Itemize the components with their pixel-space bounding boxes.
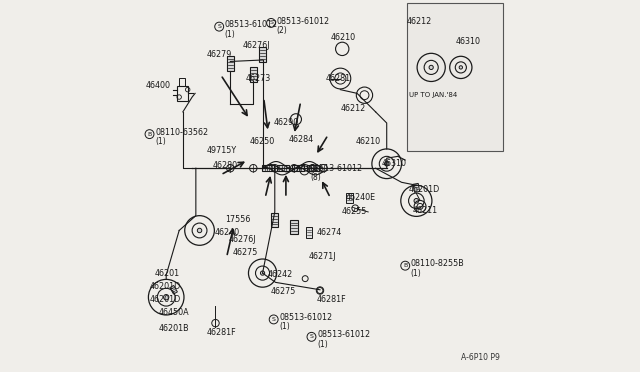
Text: 46211: 46211	[413, 206, 438, 215]
Circle shape	[197, 228, 202, 233]
Text: 49715Y: 49715Y	[207, 146, 237, 155]
Bar	[407, 3, 504, 151]
Text: 46276J: 46276J	[242, 41, 269, 50]
Text: 46201D: 46201D	[409, 185, 440, 194]
Text: (1): (1)	[411, 269, 422, 278]
Bar	[170, 285, 177, 294]
Text: S: S	[310, 334, 314, 339]
Text: 46450A: 46450A	[159, 308, 189, 317]
Text: 46310: 46310	[455, 37, 480, 46]
Text: S: S	[217, 24, 221, 29]
Text: S: S	[269, 20, 273, 25]
Circle shape	[414, 199, 419, 203]
Text: 46274: 46274	[316, 228, 342, 237]
Bar	[346, 193, 353, 203]
Text: 46310: 46310	[381, 159, 406, 168]
Circle shape	[260, 271, 265, 275]
Text: 17556: 17556	[225, 215, 251, 224]
Circle shape	[459, 66, 463, 69]
Text: 08110-63562: 08110-63562	[155, 128, 208, 137]
Text: 08513-61012: 08513-61012	[279, 313, 332, 322]
Bar	[291, 220, 298, 234]
Text: 46210: 46210	[331, 33, 356, 42]
Text: 46240: 46240	[214, 228, 239, 237]
Text: 46250: 46250	[250, 137, 275, 146]
Text: 46279: 46279	[207, 50, 232, 59]
Bar	[413, 183, 420, 192]
Text: A-6P10 P9: A-6P10 P9	[461, 353, 500, 362]
Text: 46240E: 46240E	[346, 193, 376, 202]
Text: (8): (8)	[310, 173, 321, 182]
Bar	[306, 227, 312, 238]
Bar	[262, 165, 274, 171]
Text: 46271J: 46271J	[308, 252, 335, 261]
Text: 46210: 46210	[355, 137, 380, 146]
Circle shape	[385, 161, 389, 166]
Circle shape	[164, 295, 169, 300]
Text: 08513-61012: 08513-61012	[276, 17, 330, 26]
Bar	[227, 56, 234, 71]
Text: 46281F: 46281F	[207, 328, 237, 337]
Circle shape	[429, 65, 433, 70]
Bar	[179, 78, 185, 86]
Text: 46400: 46400	[146, 81, 171, 90]
Text: 08513-61012: 08513-61012	[310, 164, 363, 173]
Text: 46284: 46284	[289, 135, 314, 144]
Text: 46255: 46255	[342, 208, 367, 217]
Text: 08513-61012: 08513-61012	[225, 20, 278, 29]
Text: 46281: 46281	[326, 74, 351, 83]
Text: (1): (1)	[155, 137, 166, 146]
Text: 46212: 46212	[407, 17, 433, 26]
Bar	[292, 165, 304, 171]
Text: 46201: 46201	[155, 269, 180, 278]
Text: 46290: 46290	[274, 119, 299, 128]
Bar	[259, 47, 266, 62]
Bar	[307, 165, 319, 171]
Text: 46201D: 46201D	[150, 295, 180, 304]
Text: 46275: 46275	[233, 248, 259, 257]
Text: 46201B: 46201B	[159, 324, 189, 333]
Bar	[271, 213, 278, 227]
Text: 46201D: 46201D	[150, 282, 180, 291]
Text: (2): (2)	[276, 26, 287, 35]
Text: 46276J: 46276J	[228, 235, 256, 244]
Text: (1): (1)	[225, 29, 236, 39]
Text: 46212: 46212	[340, 104, 365, 113]
Text: 08110-8255B: 08110-8255B	[411, 259, 465, 268]
Bar	[250, 67, 257, 82]
Text: 08513-61012: 08513-61012	[317, 330, 370, 340]
Text: 46275: 46275	[271, 287, 296, 296]
Bar	[177, 86, 188, 101]
Text: S: S	[303, 168, 307, 173]
Text: 46273: 46273	[246, 74, 271, 83]
Text: 46242: 46242	[268, 270, 293, 279]
Text: B: B	[147, 132, 152, 137]
Text: S: S	[272, 317, 276, 322]
Text: UP TO JAN.'84: UP TO JAN.'84	[409, 92, 457, 98]
Text: 46280: 46280	[212, 161, 237, 170]
Text: B: B	[403, 263, 408, 268]
Text: (1): (1)	[279, 322, 290, 331]
Bar	[277, 165, 289, 171]
Text: (1): (1)	[317, 340, 328, 349]
Text: 46281F: 46281F	[316, 295, 346, 304]
